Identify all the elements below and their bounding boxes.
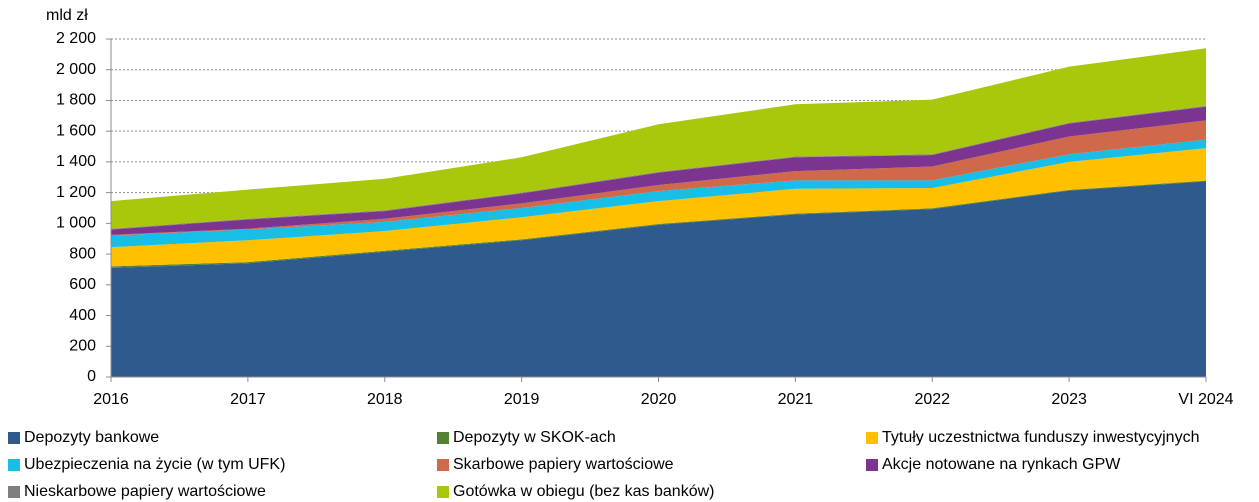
y-tick-label: 800 bbox=[69, 245, 96, 262]
legend-label: Akcje notowane na rynkach GPW bbox=[882, 456, 1121, 473]
area bbox=[111, 148, 1206, 267]
y-tick-label: 0 bbox=[87, 368, 96, 385]
x-tick-label: 2020 bbox=[641, 391, 677, 408]
y-tick-label: 2 000 bbox=[56, 61, 96, 78]
y-axis-label: mld zł bbox=[46, 7, 88, 24]
area bbox=[111, 48, 1206, 229]
x-tick-label: 2017 bbox=[230, 391, 266, 408]
x-tick-label: 2022 bbox=[914, 391, 950, 408]
y-tick-label: 200 bbox=[69, 337, 96, 354]
legend-swatch bbox=[8, 486, 20, 498]
y-tick-label: 1 200 bbox=[56, 184, 96, 201]
legend-label: Gotówka w obiegu (bez kas banków) bbox=[453, 483, 714, 500]
y-tick-label: 400 bbox=[69, 307, 96, 324]
legend-label: Depozyty w SKOK-ach bbox=[453, 429, 616, 446]
legend-swatch bbox=[866, 432, 878, 444]
legend-label: Depozyty bankowe bbox=[24, 429, 159, 446]
x-tick-label: 2016 bbox=[93, 391, 129, 408]
legend-label: Ubezpieczenia na życie (w tym UFK) bbox=[24, 456, 285, 473]
legend-swatch bbox=[437, 432, 449, 444]
y-tick-label: 1 400 bbox=[56, 153, 96, 170]
y-tick-label: 600 bbox=[69, 276, 96, 293]
x-tick-label: 2023 bbox=[1051, 391, 1087, 408]
area bbox=[111, 106, 1206, 235]
y-tick-label: 1 000 bbox=[56, 215, 96, 232]
legend-label: Tytuły uczestnictwa funduszy inwestycyjn… bbox=[882, 429, 1199, 446]
x-tick-label: VI 2024 bbox=[1178, 391, 1233, 408]
area bbox=[111, 139, 1206, 248]
legend-label: Skarbowe papiery wartościowe bbox=[453, 456, 674, 473]
legend-swatch bbox=[8, 432, 20, 444]
legend-swatch bbox=[437, 486, 449, 498]
x-tick-label: 2018 bbox=[367, 391, 403, 408]
legend-swatch bbox=[8, 459, 20, 471]
y-tick-label: 2 200 bbox=[56, 30, 96, 47]
x-tick-label: 2019 bbox=[504, 391, 540, 408]
x-tick-label: 2021 bbox=[778, 391, 814, 408]
legend-label: Nieskarbowe papiery wartościowe bbox=[24, 483, 266, 500]
legend-swatch bbox=[437, 459, 449, 471]
y-tick-label: 1 800 bbox=[56, 92, 96, 109]
legend-swatch bbox=[866, 459, 878, 471]
y-tick-label: 1 600 bbox=[56, 122, 96, 139]
area bbox=[111, 180, 1206, 268]
area bbox=[111, 181, 1206, 377]
